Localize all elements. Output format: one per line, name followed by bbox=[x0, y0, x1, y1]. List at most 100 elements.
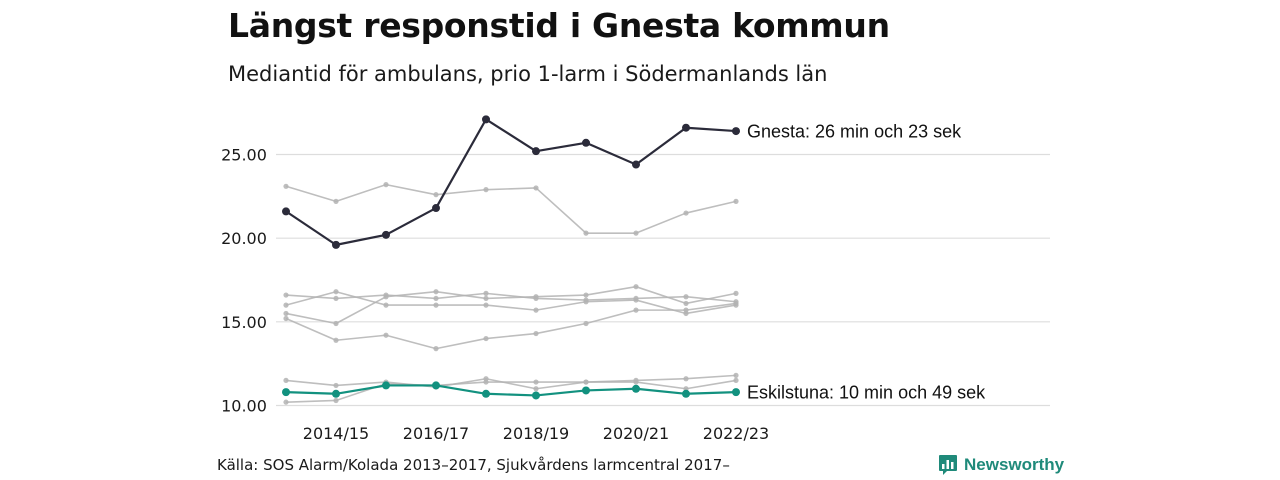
data-point bbox=[583, 299, 589, 305]
series-path bbox=[285, 302, 737, 350]
data-point bbox=[282, 388, 290, 397]
data-point bbox=[333, 337, 339, 343]
series-path bbox=[285, 183, 737, 234]
data-point bbox=[683, 300, 689, 307]
x-axis-ticks: 2014/15 2016/17 2018/19 2020/21 2022/23 bbox=[303, 424, 769, 443]
data-point bbox=[733, 377, 739, 383]
x-tick-label: 2014/15 bbox=[303, 424, 369, 443]
grid-lines bbox=[276, 153, 1050, 407]
data-point bbox=[332, 240, 340, 249]
source-note: Källa: SOS Alarm/Kolada 2013–2017, Sjukv… bbox=[217, 456, 730, 474]
data-point bbox=[532, 391, 540, 400]
data-point bbox=[483, 290, 489, 296]
data-point bbox=[633, 377, 639, 383]
series-line-other bbox=[283, 300, 739, 352]
data-point bbox=[633, 297, 639, 303]
data-point bbox=[583, 292, 589, 298]
data-point bbox=[533, 185, 539, 191]
data-point bbox=[333, 320, 339, 327]
data-point bbox=[333, 382, 339, 389]
chart-title: Längst responstid i Gnesta kommun bbox=[228, 6, 890, 45]
data-point bbox=[633, 284, 639, 290]
data-point bbox=[383, 302, 389, 308]
data-point bbox=[333, 289, 339, 295]
data-point bbox=[632, 160, 640, 169]
data-point bbox=[432, 204, 440, 213]
data-point bbox=[383, 294, 389, 300]
series-path bbox=[285, 374, 737, 403]
data-point bbox=[533, 330, 539, 337]
data-point bbox=[533, 379, 539, 385]
y-tick-label: 25.00 bbox=[221, 146, 267, 165]
x-tick-label: 2022/23 bbox=[703, 424, 769, 443]
data-point bbox=[283, 302, 289, 308]
data-point bbox=[383, 182, 389, 188]
data-point bbox=[483, 302, 489, 308]
data-point bbox=[283, 315, 289, 322]
data-point bbox=[682, 123, 690, 132]
x-tick-label: 2020/21 bbox=[603, 424, 669, 443]
series-lines bbox=[282, 115, 740, 405]
data-point bbox=[433, 289, 439, 295]
data-point bbox=[683, 210, 689, 216]
data-point bbox=[283, 377, 289, 383]
series-annotation: Eskilstuna: 10 min och 49 sek bbox=[747, 383, 986, 403]
series-annotations: Gnesta: 26 min och 23 sek Eskilstuna: 10 … bbox=[747, 122, 986, 403]
data-point bbox=[483, 379, 489, 385]
series-line-other bbox=[283, 376, 739, 392]
y-tick-label: 20.00 bbox=[221, 229, 267, 248]
y-tick-label: 15.00 bbox=[221, 313, 267, 332]
data-point bbox=[583, 320, 589, 327]
data-point bbox=[732, 127, 740, 136]
data-point bbox=[482, 389, 490, 398]
data-point bbox=[483, 295, 489, 302]
data-point bbox=[583, 379, 589, 385]
series-line-other bbox=[283, 372, 739, 405]
data-point bbox=[733, 198, 739, 204]
data-point bbox=[382, 381, 390, 390]
data-point bbox=[333, 295, 339, 302]
series-path bbox=[285, 292, 737, 303]
data-point bbox=[483, 187, 489, 193]
series-path bbox=[285, 290, 737, 315]
data-point bbox=[283, 310, 289, 317]
data-point bbox=[632, 384, 640, 393]
data-point bbox=[582, 386, 590, 395]
series-annotation: Gnesta: 26 min och 23 sek bbox=[747, 122, 962, 142]
data-point bbox=[383, 332, 389, 338]
brand-logo: Newsworthy bbox=[938, 454, 1064, 476]
data-point bbox=[432, 381, 440, 390]
series-path bbox=[285, 377, 737, 390]
data-point bbox=[483, 335, 489, 342]
data-point bbox=[682, 389, 690, 398]
data-point bbox=[533, 386, 539, 392]
data-point bbox=[683, 376, 689, 382]
data-point bbox=[433, 302, 439, 308]
chart-subtitle: Mediantid för ambulans, prio 1-larm i Sö… bbox=[228, 62, 828, 86]
data-point bbox=[332, 389, 340, 398]
data-point bbox=[582, 138, 590, 147]
data-point bbox=[633, 307, 639, 313]
brand-name: Newsworthy bbox=[964, 455, 1065, 474]
data-point bbox=[733, 372, 739, 378]
data-point bbox=[683, 307, 689, 313]
data-point bbox=[433, 346, 439, 352]
series-line-eskilstuna bbox=[282, 381, 740, 400]
y-tick-label: 10.00 bbox=[221, 397, 267, 416]
x-tick-label: 2018/19 bbox=[503, 424, 569, 443]
data-point bbox=[583, 230, 589, 236]
series-path bbox=[285, 285, 737, 325]
series-path bbox=[285, 384, 737, 397]
data-point bbox=[633, 230, 639, 236]
data-point bbox=[283, 399, 289, 405]
data-point bbox=[282, 207, 290, 216]
data-point bbox=[333, 198, 339, 204]
series-path bbox=[285, 118, 737, 246]
data-point bbox=[533, 294, 539, 300]
x-tick-label: 2016/17 bbox=[403, 424, 469, 443]
data-point bbox=[733, 300, 739, 307]
data-point bbox=[733, 290, 739, 296]
data-point bbox=[532, 147, 540, 156]
series-line-other bbox=[283, 289, 739, 317]
